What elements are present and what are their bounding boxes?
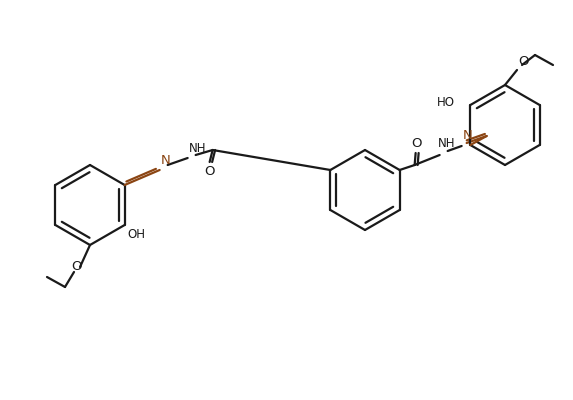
Text: N: N	[161, 154, 171, 167]
Text: N: N	[462, 129, 472, 142]
Text: NH: NH	[438, 137, 455, 150]
Text: O: O	[518, 55, 528, 68]
Text: HO: HO	[437, 96, 456, 110]
Text: NH: NH	[189, 142, 206, 155]
Text: OH: OH	[128, 228, 146, 241]
Text: O: O	[205, 165, 215, 178]
Text: O: O	[411, 137, 422, 150]
Text: O: O	[70, 260, 81, 274]
